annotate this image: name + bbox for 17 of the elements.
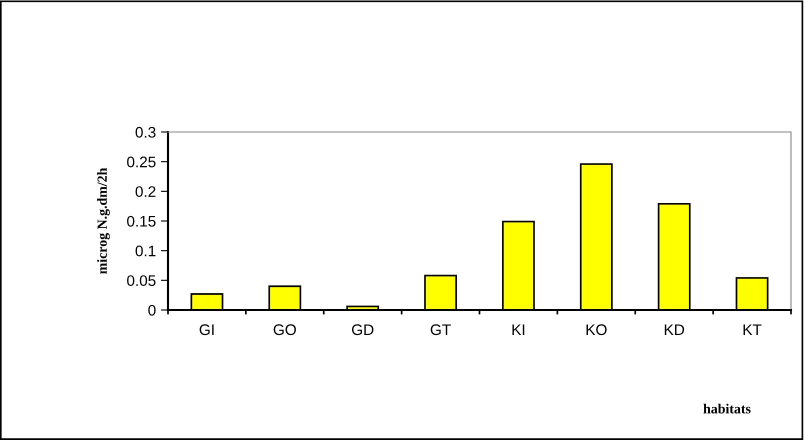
x-axis-title: habitats — [703, 404, 751, 414]
y-tick-label: 0 — [148, 304, 156, 316]
y-tick-label: 0.2 — [136, 186, 156, 198]
y-tick-label: 0.15 — [127, 216, 156, 227]
x-tick-label: GD — [352, 324, 374, 336]
x-tick-label: KD — [664, 324, 684, 335]
y-tick-label: 0.25 — [127, 156, 156, 168]
x-tick-label: GI — [200, 324, 214, 336]
x-tick-label: GO — [274, 324, 296, 336]
y-axis-title: microg N.g.dm/2h — [97, 168, 110, 274]
x-tick-label: GT — [430, 324, 451, 336]
y-tick-label: 0.05 — [127, 275, 156, 286]
x-tick-label: KT — [744, 324, 762, 335]
x-tick-label: KI — [512, 324, 524, 335]
y-tick-label: 0.3 — [136, 126, 156, 138]
x-tick-label: KO — [586, 324, 607, 336]
y-tick-label: 0.1 — [136, 246, 156, 256]
